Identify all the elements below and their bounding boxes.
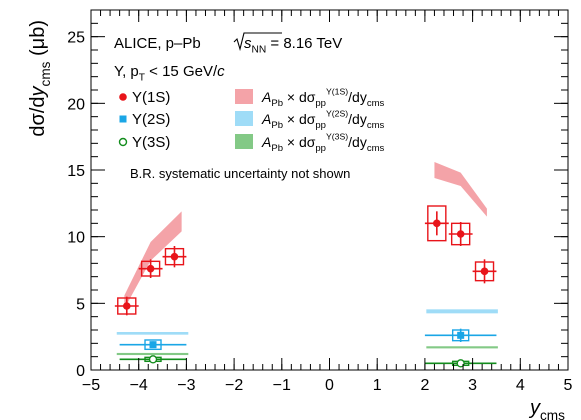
- legend-swatch: [235, 134, 253, 149]
- marker-open-circle: [456, 359, 465, 368]
- legend-label: Υ(3S): [132, 134, 170, 151]
- x-tick-label: 4: [516, 377, 525, 394]
- energy-text: sNN = 8.16 TeV: [244, 35, 342, 56]
- systematic-note: B.R. systematic uncertainty not shown: [130, 166, 350, 181]
- marker-filled-square: [149, 341, 157, 349]
- legend-swatch: [235, 89, 253, 104]
- y-tick-label: 25: [67, 30, 85, 47]
- systematic-box: [117, 297, 137, 315]
- marker-filled-circle: [456, 230, 465, 238]
- legend-entry-0: Υ(1S): [119, 89, 170, 106]
- marker-filled-circle: [480, 267, 489, 276]
- data-point-2-0: [119, 355, 187, 364]
- y-tick-label: 10: [67, 230, 85, 247]
- y-tick-label: 0: [76, 363, 85, 380]
- data-point-0-2: [162, 246, 187, 268]
- legend-band-entry-0: APb × dσppΥ(1S)/dycms: [235, 86, 385, 109]
- x-tick-label: 1: [373, 377, 382, 394]
- reference-band-0-0: [124, 211, 182, 309]
- x-tick-label: −1: [273, 377, 291, 394]
- legend-entry-1: Υ(2S): [119, 111, 170, 128]
- x-tick-label: −5: [82, 377, 100, 394]
- experiment-label: ALICE, p–Pb: [114, 35, 201, 52]
- legend-band-entry-1: APb × dσppΥ(2S)/dycms: [235, 108, 385, 131]
- reference-line-2-1: [426, 346, 498, 349]
- data-point-0-1: [138, 259, 163, 278]
- legend-label: Υ(1S): [132, 89, 170, 106]
- x-tick-label: 3: [468, 377, 477, 394]
- legend-entry-2: Υ(3S): [118, 134, 170, 151]
- y-tick-label: 20: [67, 96, 85, 113]
- systematic-box: [451, 329, 470, 342]
- data-points-layer: [114, 205, 497, 368]
- x-tick-label: −2: [225, 377, 243, 394]
- reference-line-2-0: [116, 352, 189, 356]
- marker-filled-circle: [146, 264, 155, 273]
- legend-label: Υ(2S): [132, 111, 170, 128]
- y-axis-title: dσ/dycms (μb): [27, 20, 53, 137]
- data-point-0-3: [424, 205, 449, 242]
- data-point-1-0: [119, 339, 187, 351]
- x-tick-label: 0: [325, 377, 334, 394]
- reference-band-0-1: [434, 162, 487, 217]
- systematic-box: [144, 339, 162, 351]
- legend: Υ(1S)Υ(2S)Υ(3S)APb × dσppΥ(1S)/dycmsAPb …: [118, 86, 385, 154]
- reference-line-1-0: [116, 332, 189, 335]
- systematic-box: [450, 222, 471, 246]
- legend-marker: [119, 115, 127, 123]
- data-point-0-5: [472, 259, 497, 284]
- marker-filled-circle: [122, 302, 131, 310]
- systematic-box: [164, 247, 185, 266]
- data-point-0-4: [448, 222, 473, 246]
- legend-swatch: [235, 111, 253, 126]
- data-point-0-0: [114, 296, 139, 316]
- legend-marker: [118, 137, 128, 147]
- x-tick-label: −3: [177, 377, 195, 394]
- x-axis-title: ycms: [528, 397, 565, 420]
- y-tick-label: 15: [67, 163, 85, 180]
- systematic-box: [474, 261, 495, 282]
- y-tick-label: 5: [76, 296, 85, 313]
- energy-label: sNN = 8.16 TeV: [233, 32, 342, 56]
- marker-filled-circle: [170, 252, 179, 261]
- reference-line-1-1: [426, 309, 498, 314]
- marker-open-circle: [148, 355, 158, 364]
- marker-filled-square: [457, 331, 465, 339]
- axis-ticks-layer: −5 −4 −3 −2 −1 0 1 2 3 4 5 0 5 10 15 20 25: [67, 9, 573, 394]
- annotation-layer: ALICE, p–Pb sNN = 8.16 TeV Υ, pT < 15 GeV…: [27, 20, 565, 420]
- legend-band-label: APb × dσppΥ(2S)/dycms: [261, 108, 385, 131]
- x-tick-label: 2: [420, 377, 429, 394]
- sqrt-sign: [233, 32, 282, 52]
- x-tick-label: 5: [564, 377, 573, 394]
- x-tick-label: −4: [130, 377, 148, 394]
- marker-filled-circle: [433, 219, 441, 228]
- systematic-box: [140, 260, 161, 277]
- legend-marker: [119, 93, 127, 101]
- systematic-box: [427, 205, 447, 242]
- selection-label: Υ, pT < 15 GeV/c: [114, 63, 225, 84]
- data-point-2-1: [424, 359, 497, 368]
- reference-bands-layer: [116, 162, 498, 356]
- data-point-1-1: [424, 328, 497, 342]
- legend-band-entry-2: APb × dσppΥ(3S)/dycms: [235, 131, 385, 154]
- legend-band-label: APb × dσppΥ(3S)/dycms: [261, 131, 385, 154]
- legend-band-label: APb × dσppΥ(1S)/dycms: [261, 86, 385, 109]
